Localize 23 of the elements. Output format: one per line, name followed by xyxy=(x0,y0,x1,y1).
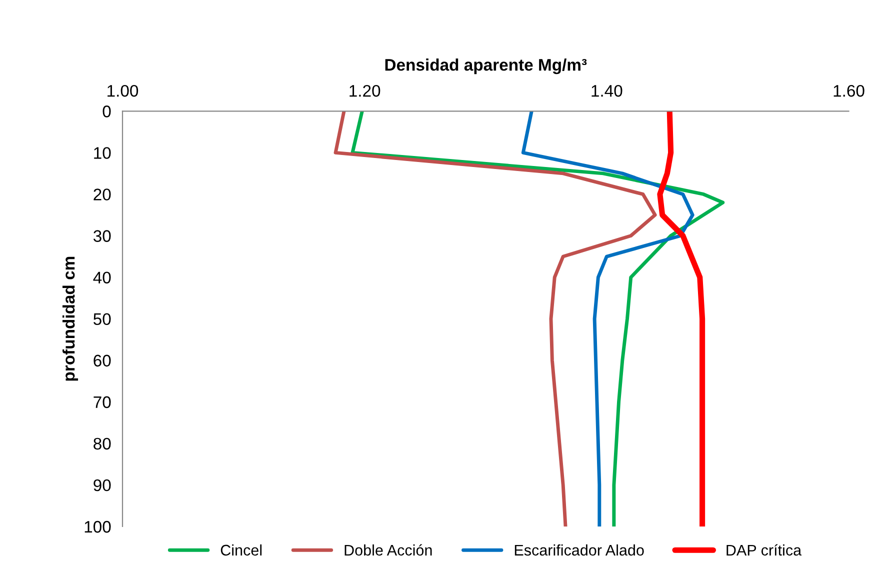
y-tick-label: 60 xyxy=(94,354,111,367)
x-axis-title: Densidad aparente Mg/m³ xyxy=(385,58,587,74)
y-tick-label: 10 xyxy=(94,147,111,159)
y-tick-label: 40 xyxy=(93,272,111,284)
y-tick-label: 100 xyxy=(84,520,111,533)
y-tick-label: 80 xyxy=(94,438,111,450)
legend-label: DAP crítica xyxy=(726,544,802,556)
y-tick-label: 90 xyxy=(94,479,111,492)
x-tick-label: 1.20 xyxy=(350,84,380,97)
y-tick-label: 30 xyxy=(93,230,111,242)
x-tick-label: 1.60 xyxy=(834,84,864,97)
legend-label: Escarificador Alado xyxy=(514,544,644,556)
y-axis-title: profundidad cm xyxy=(62,256,78,381)
y-tick-label: 0 xyxy=(102,106,111,118)
legend-label: Doble Acción xyxy=(344,544,432,556)
line-series xyxy=(521,111,694,526)
line-series xyxy=(334,111,657,526)
y-tick-label: 20 xyxy=(94,188,111,200)
x-tick-label: 1.00 xyxy=(108,84,138,97)
x-tick-label: 1.40 xyxy=(592,84,622,97)
y-tick-label: 50 xyxy=(94,313,111,326)
legend-label: Cincel xyxy=(220,544,262,556)
y-tick-label: 70 xyxy=(94,396,111,408)
